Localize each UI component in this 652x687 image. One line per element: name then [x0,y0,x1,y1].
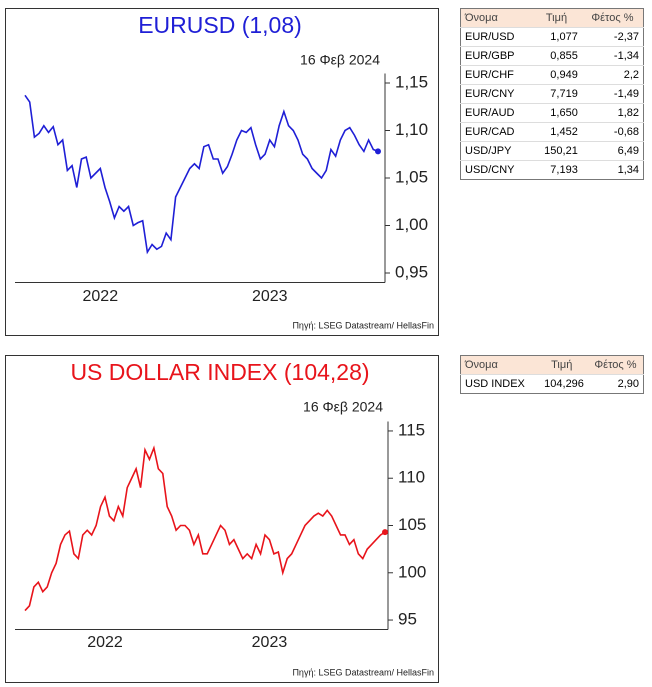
x-tick-label: 2023 [252,634,288,651]
table-cell: 1,077 [531,27,582,47]
table-cell: EUR/CAD [460,122,532,142]
y-tick-label: 1,05 [395,167,428,186]
table-cell: -2,37 [581,27,644,47]
y-tick-label: 95 [398,610,417,629]
line-series [24,445,386,612]
line-series [24,94,379,255]
column-header: Τιμή [531,8,582,28]
table-cell: 7,719 [531,84,582,104]
end-marker [375,148,381,155]
source-note: Πηγή: LSEG Datastream/ HellasFin [292,667,434,677]
x-tick-label: 2022 [83,288,119,305]
y-tick-label: 100 [398,562,426,581]
chart-title: EURUSD (1,08) [138,12,302,38]
table-cell: 6,49 [581,141,644,161]
table-cell: 1,82 [581,103,644,123]
y-tick-label: 1,15 [395,72,428,91]
y-tick-label: 1,10 [395,120,428,139]
table-cell: USD/CNY [460,160,532,180]
table-cell: USD INDEX [460,374,536,394]
table-cell: 2,90 [587,374,644,394]
index-table: Όνομα Τιμή Φέτος % USD INDEX 104,296 2,90 [460,355,644,394]
table-cell: 1,452 [531,122,582,142]
chart-frame [5,8,439,336]
column-header: Τιμή [535,355,588,375]
table-cell: 0,949 [531,65,582,85]
y-tick-label: 1,00 [395,215,428,234]
table-cell: -1,34 [581,46,644,66]
x-tick-label: 2022 [87,634,123,651]
table-cell: EUR/CNY [460,84,532,104]
column-header: Φέτος % [581,8,644,28]
chart-title: US DOLLAR INDEX (104,28) [70,359,369,385]
table-cell: -1,49 [581,84,644,104]
column-header: Όνομα [460,355,536,375]
x-tick-label: 2023 [252,288,288,305]
y-tick-label: 110 [398,468,425,487]
column-header: Όνομα [460,8,532,28]
y-tick-label: 115 [398,420,425,439]
table-cell: 104,296 [535,374,588,394]
table-cell: 7,193 [531,160,582,180]
table-cell: 1,650 [531,103,582,123]
end-marker [382,529,388,536]
table-cell: EUR/GBP [460,46,532,66]
table-cell: USD/JPY [460,141,532,161]
y-tick-label: 105 [398,515,426,534]
chart-frame [5,355,439,683]
table-cell: 150,21 [531,141,582,161]
table-cell: 0,855 [531,46,582,66]
chart-date: 16 Φεβ 2024 [303,399,383,415]
y-tick-label: 0,95 [395,262,428,281]
source-note: Πηγή: LSEG Datastream/ HellasFin [292,320,434,330]
column-header: Φέτος % [587,355,644,375]
table-cell: EUR/CHF [460,65,532,85]
table-cell: 1,34 [581,160,644,180]
chart-date: 16 Φεβ 2024 [300,52,380,68]
table-cell: EUR/USD [460,27,532,47]
table-cell: -0,68 [581,122,644,142]
fx-table: Όνομα Τιμή Φέτος % EUR/USD 1,077 -2,37 EUR/GBP… [460,8,644,180]
table-cell: EUR/AUD [460,103,532,123]
table-cell: 2,2 [581,65,644,85]
